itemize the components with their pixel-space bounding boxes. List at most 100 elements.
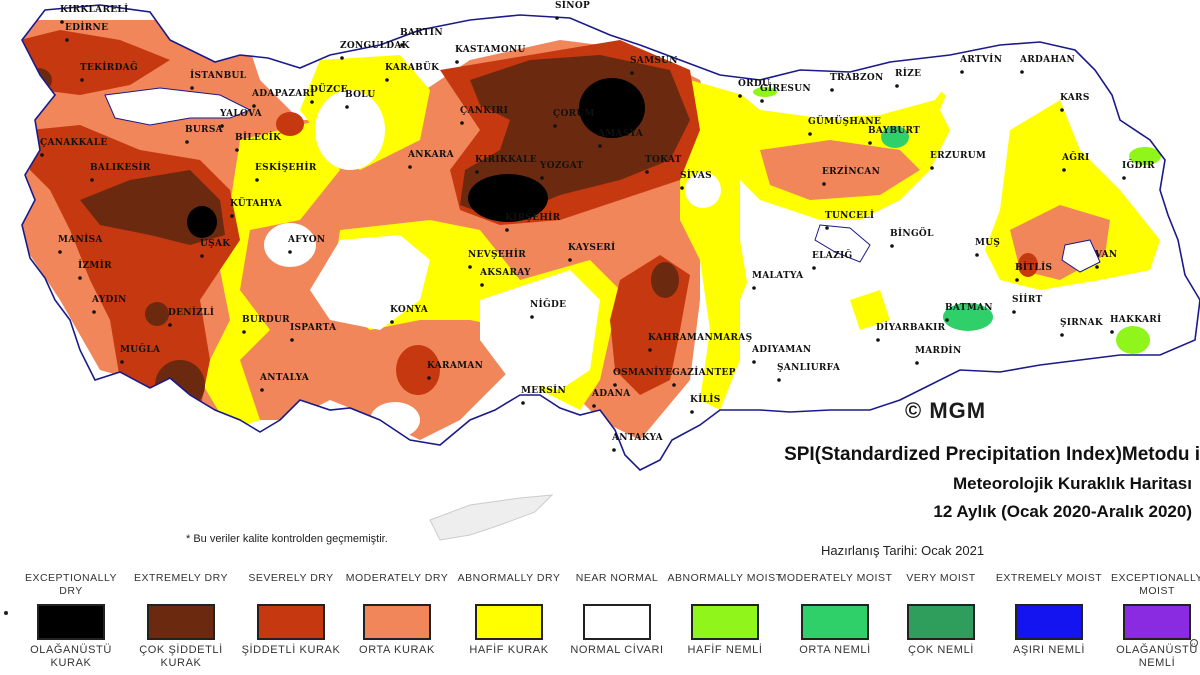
legend-item: EXTREMELY MOIST AŞIRI NEMLİ [990,572,1108,657]
quality-note: * Bu veriler kalite kontrolden geçmemişt… [186,533,388,545]
city-label: MARDİN [915,343,961,356]
legend-item: ABNORMALLY DRY HAFİF KURAK [450,572,568,657]
city-marker [455,60,459,64]
legend-label-en: EXCEPTIONALLY MOIST [1110,572,1200,597]
city-marker [290,338,294,342]
city-label: MANİSA [58,232,103,245]
city-label: SİVAS [680,168,712,181]
city-marker [672,383,676,387]
city-marker [612,448,616,452]
city-label: GAZİANTEP [672,365,736,378]
city-label: SİNOP [555,0,590,11]
turkey-outline [21,4,1200,471]
city-label: MALATYA [752,271,804,281]
city-label: MUĞLA [120,343,161,355]
legend-label-en: EXTREMELY DRY [133,572,229,584]
city-marker [945,318,949,322]
marmara-sea [104,87,252,126]
city-marker [876,338,880,342]
city-label: MUŞ [975,238,1000,248]
legend-label-tr: ÇOK ŞİDDETLİ KURAK [139,644,223,669]
city-marker [408,165,412,169]
legend-label-en: EXTREMELY MOIST [995,572,1103,584]
city-label: BİNGÖL [890,226,934,239]
zone-severely-dry-bitlis [1018,253,1038,277]
city-marker [78,276,82,280]
legend-item: ABNORMALLY MOIST HAFİF NEMLİ [666,572,784,657]
zone-near-normal-mersin [370,402,420,438]
city-label: BİTLİS [1015,260,1052,273]
city-label: ADIYAMAN [751,345,811,355]
copyright-logo: © MGM [905,398,987,423]
city-label: UŞAK [200,239,231,249]
city-label: ÇANAKKALE [40,138,108,148]
city-label: BALIKESİR [90,160,151,173]
city-marker [1062,168,1066,172]
city-marker [868,141,872,145]
drought-map: SİNOP KIRKLARELİ EDİRNE BARTIN ZONGULDAK KAST… [21,0,1200,541]
city-label: BURDUR [242,315,290,325]
city-marker [890,244,894,248]
city-marker [1012,310,1016,314]
city-marker [90,178,94,182]
legend-item: NEAR NORMAL NORMAL CİVARI [558,572,676,657]
city-label: KIRKLARELİ [60,2,129,15]
city-marker [65,38,69,42]
city-marker [1122,176,1126,180]
legend-item: MODERATELY DRY ORTA KURAK [338,572,456,657]
city-label: ŞIRNAK [1060,318,1104,328]
legend-swatch [475,604,543,640]
city-marker [598,144,602,148]
city-label: AĞRI [1061,151,1090,163]
legend-swatch [907,604,975,640]
legend-label-en: MODERATELY DRY [345,572,449,584]
city-label: YOZGAT [539,161,584,171]
city-marker [505,228,509,232]
city-marker [235,148,239,152]
city-label: IĞDIR [1122,159,1155,171]
city-label: BATMAN [945,303,993,313]
city-marker [385,78,389,82]
city-marker [80,78,84,82]
city-label: ANTAKYA [611,433,664,443]
city-label: AKSARAY [479,268,531,278]
prepared-date: Hazırlanış Tarihi: Ocak 2021 [821,543,985,558]
city-label: SAMSUN [630,56,678,66]
legend-item: EXCEPTIONALLY DRY OLAĞANÜSTÜ KURAK [12,572,130,670]
legend-item: EXTREMELY DRY ÇOK ŞİDDETLİ KURAK [122,572,240,670]
legend-swatch [583,604,651,640]
city-marker [530,315,534,319]
city-label: TOKAT [645,155,682,165]
zone-near-normal-northeast [940,50,1080,180]
spi-zones [22,20,1161,440]
city-label: KİLİS [690,392,721,405]
city-label: ORDU [738,79,770,89]
city-marker [540,176,544,180]
city-marker [690,410,694,414]
city-marker [460,121,464,125]
city-label: AYDIN [91,295,127,305]
legend-label-en: ABNORMALLY DRY [457,572,561,584]
legend-label-tr: HAFİF NEMLİ [687,644,763,656]
city-label: NEVŞEHİR [468,247,526,260]
legend: EXCEPTIONALLY DRY OLAĞANÜSTÜ KURAK EXTREME… [0,572,1200,675]
legend-item: VERY MOIST ÇOK NEMLİ [882,572,1000,657]
city-marker [40,153,44,157]
city-label: GİRESUN [760,81,811,94]
city-marker [738,94,742,98]
zone-near-normal-afyon [264,223,316,267]
city-label: OSMANİYE [613,365,672,378]
city-marker [822,182,826,186]
legend-label-tr: OLAĞANÜSTÜ NEMLİ [1116,644,1198,669]
city-marker [255,178,259,182]
legend-swatch [801,604,869,640]
city-label: ESKİŞEHİR [255,160,317,173]
city-label: ERZURUM [930,151,986,161]
title-block: SPI(Standardized Precipitation Index)Met… [784,444,1200,522]
legend-label-en: EXCEPTIONALLY DRY [24,572,118,597]
city-marker [930,166,934,170]
city-label: ÇANKIRI [460,106,508,116]
city-marker [242,330,246,334]
city-label: ARDAHAN [1019,55,1075,65]
city-marker [1020,70,1024,74]
